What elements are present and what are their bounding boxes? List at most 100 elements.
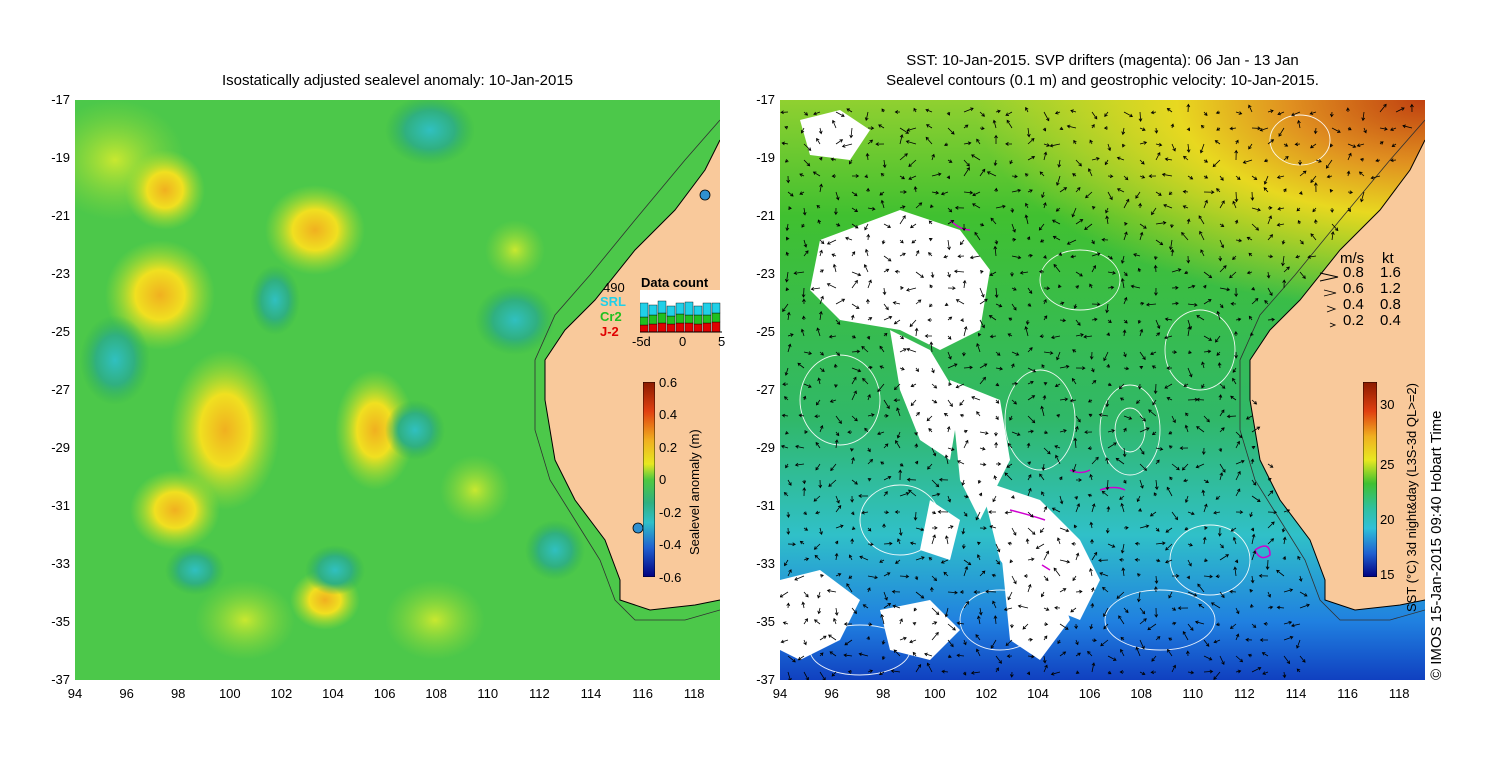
velocity-arrow: [995, 462, 1002, 466]
velocity-arrow: [1267, 234, 1274, 241]
velocity-arrow: [1066, 239, 1077, 245]
velocity-arrow: [1027, 557, 1035, 562]
velocity-arrow: [1136, 399, 1141, 404]
velocity-arrow: [979, 431, 989, 435]
velocity-arrow: [1187, 367, 1193, 378]
velocity-arrow: [1069, 398, 1077, 403]
velocity-arrow: [817, 591, 821, 599]
velocity-arrow: [1139, 328, 1144, 337]
velocity-arrow: [850, 511, 855, 516]
velocity-arrow: [1107, 270, 1116, 275]
velocity-arrow: [978, 492, 983, 497]
x-tick-label: 112: [1234, 686, 1255, 701]
velocity-arrow: [819, 351, 824, 356]
velocity-arrow: [864, 111, 869, 122]
velocity-arrow: [1266, 271, 1271, 279]
velocity-arrow: [1184, 526, 1189, 531]
velocity-arrow: [1039, 334, 1045, 339]
velocity-arrow: [1219, 287, 1231, 292]
velocity-arrow: [1164, 335, 1173, 340]
speed-legend-ms: 0.4: [1343, 296, 1364, 313]
velocity-arrow: [1186, 143, 1191, 153]
velocity-arrow: [1059, 301, 1065, 306]
velocity-arrow: [1202, 536, 1207, 545]
velocity-arrow: [865, 152, 870, 161]
velocity-arrow: [1027, 303, 1032, 307]
velocity-arrow: [866, 233, 871, 241]
velocity-arrow: [1267, 538, 1275, 545]
velocity-arrow: [783, 396, 789, 401]
velocity-arrow: [1235, 459, 1245, 465]
velocity-arrow: [1071, 377, 1077, 385]
velocity-arrow: [1155, 332, 1161, 337]
velocity-arrow: [780, 591, 789, 598]
velocity-arrow: [803, 591, 809, 598]
velocity-arrow: [1251, 623, 1257, 628]
velocity-arrow: [1326, 174, 1333, 179]
velocity-arrow: [1039, 473, 1045, 481]
velocity-arrow: [1059, 651, 1067, 657]
velocity-arrow: [1283, 655, 1291, 665]
velocity-arrow: [976, 554, 981, 561]
velocity-arrow: [1119, 495, 1125, 500]
velocity-arrow: [1187, 175, 1194, 180]
velocity-arrow: [929, 284, 933, 289]
velocity-arrow: [877, 383, 885, 393]
velocity-arrow: [1027, 380, 1034, 385]
velocity-arrow: [787, 655, 796, 663]
velocity-arrow: [1027, 487, 1032, 497]
velocity-arrow: [826, 283, 837, 289]
velocity-arrow: [833, 617, 837, 625]
velocity-arrow: [931, 153, 935, 161]
velocity-arrow: [1059, 559, 1071, 564]
velocity-arrow: [1213, 639, 1221, 644]
velocity-arrow: [816, 205, 821, 209]
velocity-arrow: [1230, 527, 1237, 532]
velocity-arrow: [1011, 174, 1018, 179]
velocity-arrow: [1263, 158, 1269, 163]
velocity-arrow: [814, 554, 821, 561]
velocity-arrow: [1259, 127, 1269, 132]
velocity-arrow: [829, 651, 837, 657]
velocity-arrow: [1091, 124, 1095, 129]
velocity-arrow: [963, 566, 969, 577]
velocity-arrow: [915, 367, 919, 373]
velocity-arrow: [1233, 566, 1238, 577]
velocity-arrow: [1291, 111, 1301, 117]
velocity-arrow: [1105, 207, 1109, 214]
velocity-arrow: [1041, 463, 1046, 471]
velocity-arrow: [1187, 325, 1192, 337]
velocity-arrow: [1251, 207, 1261, 212]
velocity-arrow: [1212, 159, 1221, 168]
velocity-arrow: [986, 171, 997, 177]
velocity-arrow: [944, 302, 949, 306]
velocity-arrow: [819, 367, 825, 373]
velocity-arrow: [1195, 463, 1205, 469]
velocity-arrow: [877, 431, 885, 436]
velocity-arrow: [915, 299, 922, 305]
velocity-arrow: [834, 540, 839, 545]
velocity-arrow: [972, 203, 981, 209]
velocity-arrow: [963, 494, 969, 499]
velocity-arrow: [1155, 459, 1160, 465]
x-tick-label: 106: [1078, 686, 1101, 701]
y-tick-label: -29: [51, 440, 70, 455]
data-count-bar: [675, 322, 685, 333]
velocity-arrow: [1276, 175, 1285, 179]
velocity-arrow: [1283, 156, 1289, 161]
velocity-arrow: [1299, 655, 1306, 663]
velocity-arrow: [803, 383, 812, 388]
velocity-arrow: [1075, 219, 1084, 225]
velocity-arrow: [931, 190, 940, 195]
velocity-arrow: [787, 479, 792, 486]
velocity-arrow: [1043, 202, 1047, 209]
velocity-arrow: [931, 575, 938, 582]
velocity-arrow: [926, 415, 933, 422]
data-count-bar: [702, 302, 712, 316]
velocity-arrow: [819, 671, 826, 680]
velocity-arrow: [899, 127, 910, 134]
velocity-arrow: [1277, 206, 1285, 211]
velocity-arrow: [1119, 557, 1125, 562]
velocity-arrow: [815, 463, 821, 471]
velocity-arrow: [1057, 284, 1062, 289]
